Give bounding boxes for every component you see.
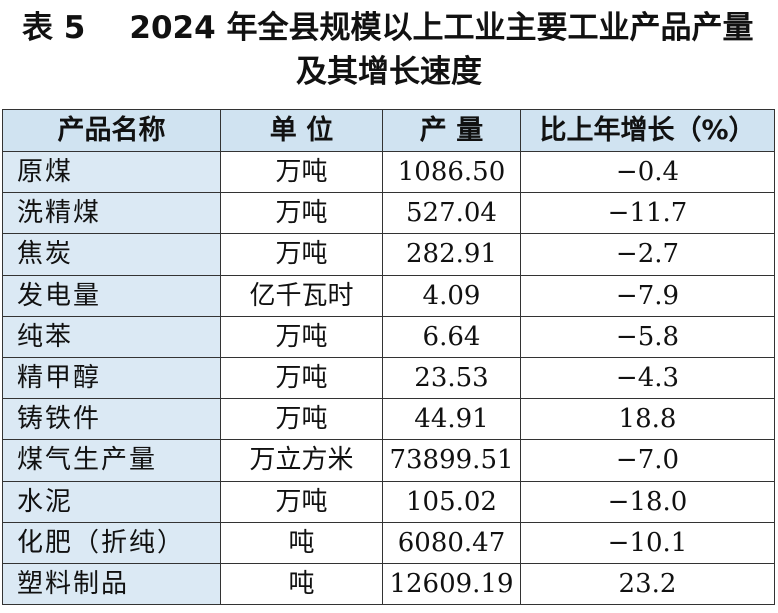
table-row: 铸铁件 万吨 44.91 18.8 [2, 398, 775, 441]
header-product-name: 产品名称 [2, 109, 221, 152]
title-line-1: 表 5 2024 年全县规模以上工业主要工业产品产量 [22, 8, 753, 48]
cell-output: 105.02 [382, 480, 521, 523]
cell-product-name: 铸铁件 [2, 398, 221, 441]
product-output-table: 产品名称 单 位 产 量 比上年增长（%） 原煤 万吨 1086.50 −0.4 洗精煤… [2, 109, 775, 606]
cell-product-name: 洗精煤 [2, 192, 221, 235]
table-row: 原煤 万吨 1086.50 −0.4 [2, 150, 775, 194]
cell-output: 4.09 [382, 274, 521, 317]
cell-product-name: 原煤 [2, 150, 221, 194]
cell-product-name: 焦炭 [2, 233, 221, 276]
cell-output: 44.91 [382, 398, 521, 441]
cell-product-name: 化肥（折纯） [2, 521, 221, 564]
cell-product-name: 精甲醇 [2, 356, 221, 400]
cell-growth: −7.0 [520, 439, 775, 482]
cell-output: 527.04 [382, 192, 521, 235]
cell-unit: 万吨 [220, 356, 383, 400]
table-body: 原煤 万吨 1086.50 −0.4 洗精煤 万吨 527.04 −11.7 焦炭 万吨 282.9… [2, 150, 775, 606]
cell-growth: −4.3 [520, 356, 775, 400]
cell-unit: 万吨 [220, 480, 383, 523]
cell-unit: 万吨 [220, 150, 383, 194]
title-main-text: 2024 年全县规模以上工业主要工业产品产量 [129, 10, 754, 46]
cell-output: 1086.50 [382, 150, 521, 194]
cell-product-name: 发电量 [2, 274, 221, 317]
table-header-row: 产品名称 单 位 产 量 比上年增长（%） [2, 109, 775, 152]
cell-growth: −0.4 [520, 150, 775, 194]
table-row: 水泥 万吨 105.02 −18.0 [2, 480, 775, 523]
cell-product-name: 水泥 [2, 480, 221, 523]
cell-growth: −5.8 [520, 315, 775, 358]
cell-growth: −2.7 [520, 233, 775, 276]
header-unit: 单 位 [220, 109, 383, 152]
cell-output: 73899.51 [382, 439, 521, 482]
cell-output: 6.64 [382, 315, 521, 358]
header-output: 产 量 [382, 109, 521, 152]
table-row: 化肥（折纯）吨 6080.47 −10.1 [2, 521, 775, 564]
cell-output: 282.91 [382, 233, 521, 276]
cell-unit: 万吨 [220, 192, 383, 235]
table-row: 精甲醇 万吨 23.53 −4.3 [2, 356, 775, 400]
cell-unit: 万吨 [220, 398, 383, 441]
table-number: 表 5 [22, 10, 86, 46]
table-row: 煤气生产量 万立方米 73899.51 −7.0 [2, 439, 775, 482]
cell-unit: 万吨 [220, 315, 383, 358]
cell-product-name: 煤气生产量 [2, 439, 221, 482]
cell-unit: 万吨 [220, 233, 383, 276]
cell-unit: 吨 [220, 562, 383, 606]
table-row: 洗精煤 万吨 527.04 −11.7 [2, 192, 775, 235]
cell-growth: −10.1 [520, 521, 775, 564]
cell-unit: 万立方米 [220, 439, 383, 482]
cell-growth: −7.9 [520, 274, 775, 317]
cell-output: 23.53 [382, 356, 521, 400]
table-row: 发电量 亿千瓦时 4.09 −7.9 [2, 274, 775, 317]
cell-growth: 23.2 [520, 562, 775, 606]
cell-product-name: 纯苯 [2, 315, 221, 358]
cell-growth: −11.7 [520, 192, 775, 235]
cell-unit: 吨 [220, 521, 383, 564]
cell-unit: 亿千瓦时 [220, 274, 383, 317]
cell-product-name: 塑料制品 [2, 562, 221, 606]
cell-growth: −18.0 [520, 480, 775, 523]
cell-output: 12609.19 [382, 562, 521, 606]
cell-output: 6080.47 [382, 521, 521, 564]
header-growth: 比上年增长（%） [520, 109, 775, 152]
table-row: 焦炭 万吨 282.91 −2.7 [2, 233, 775, 276]
table-row: 纯苯 万吨 6.64 −5.8 [2, 315, 775, 358]
table-row: 塑料制品吨 12609.19 23.2 [2, 562, 775, 606]
cell-growth: 18.8 [520, 398, 775, 441]
title-line-2: 及其增长速度 [296, 54, 482, 90]
